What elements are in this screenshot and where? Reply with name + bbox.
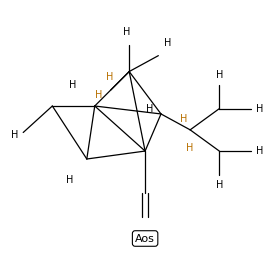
Text: H: H — [146, 104, 153, 114]
Text: H: H — [10, 130, 18, 140]
Text: H: H — [256, 104, 264, 114]
Text: H: H — [216, 180, 223, 190]
Text: H: H — [164, 38, 171, 48]
Text: H: H — [66, 175, 73, 185]
Text: H: H — [123, 27, 130, 37]
Text: H: H — [256, 146, 264, 156]
Text: H: H — [186, 143, 194, 153]
Text: H: H — [180, 114, 187, 124]
Text: H: H — [95, 90, 103, 100]
Text: H: H — [216, 69, 223, 80]
Text: Aos: Aos — [135, 233, 155, 244]
Text: H: H — [69, 80, 76, 90]
Text: H: H — [106, 72, 113, 82]
